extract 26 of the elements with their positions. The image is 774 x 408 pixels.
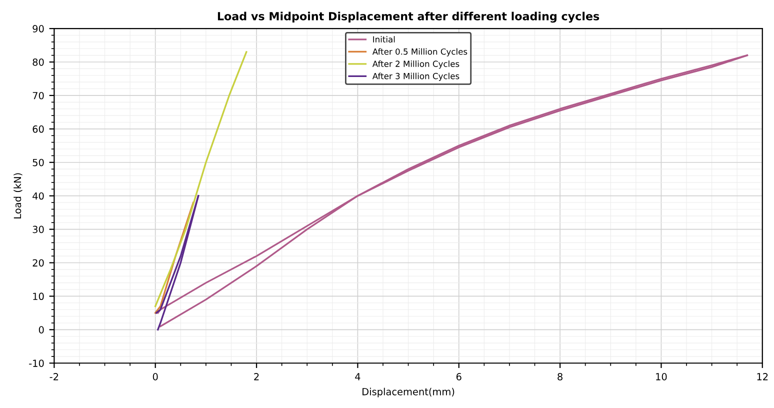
y-tick-label: 60 — [32, 125, 44, 133]
legend-label: Initial — [373, 36, 395, 43]
x-tick-label: 4 — [355, 373, 360, 380]
y-tick-label: 50 — [32, 158, 44, 166]
x-tick-label: 6 — [456, 373, 462, 380]
y-tick-label: 10 — [33, 292, 44, 300]
x-axis-title: Displacement(mm) — [362, 388, 454, 398]
y-axis-title: Load (kN) — [14, 173, 22, 218]
y-tick-label: 0 — [38, 326, 44, 334]
y-tick-label: 70 — [32, 92, 44, 100]
y-tick-label: 80 — [32, 58, 44, 66]
y-tick-label: 90 — [32, 25, 44, 32]
x-tick-label: 12 — [757, 373, 768, 380]
y-tick-label: 30 — [32, 226, 44, 234]
legend-label: After 0.5 Million Cycles — [372, 48, 468, 56]
x-tick-label: 2 — [254, 373, 259, 380]
legend-label: After 3 Million Cycles — [372, 72, 460, 81]
y-tick-label: 40 — [32, 192, 44, 200]
x-tick-label: 8 — [558, 373, 562, 380]
x-tick-label: 0 — [152, 373, 158, 380]
y-tick-label: 20 — [32, 259, 44, 267]
y-tick-label: -10 — [29, 360, 44, 367]
x-tick-label: 10 — [656, 373, 667, 380]
chart-title: Load vs Midpoint Displacement after different loading cycles — [218, 12, 600, 23]
x-tick-label: -2 — [50, 373, 58, 380]
legend-label: After 2 Million Cycles — [372, 60, 460, 69]
